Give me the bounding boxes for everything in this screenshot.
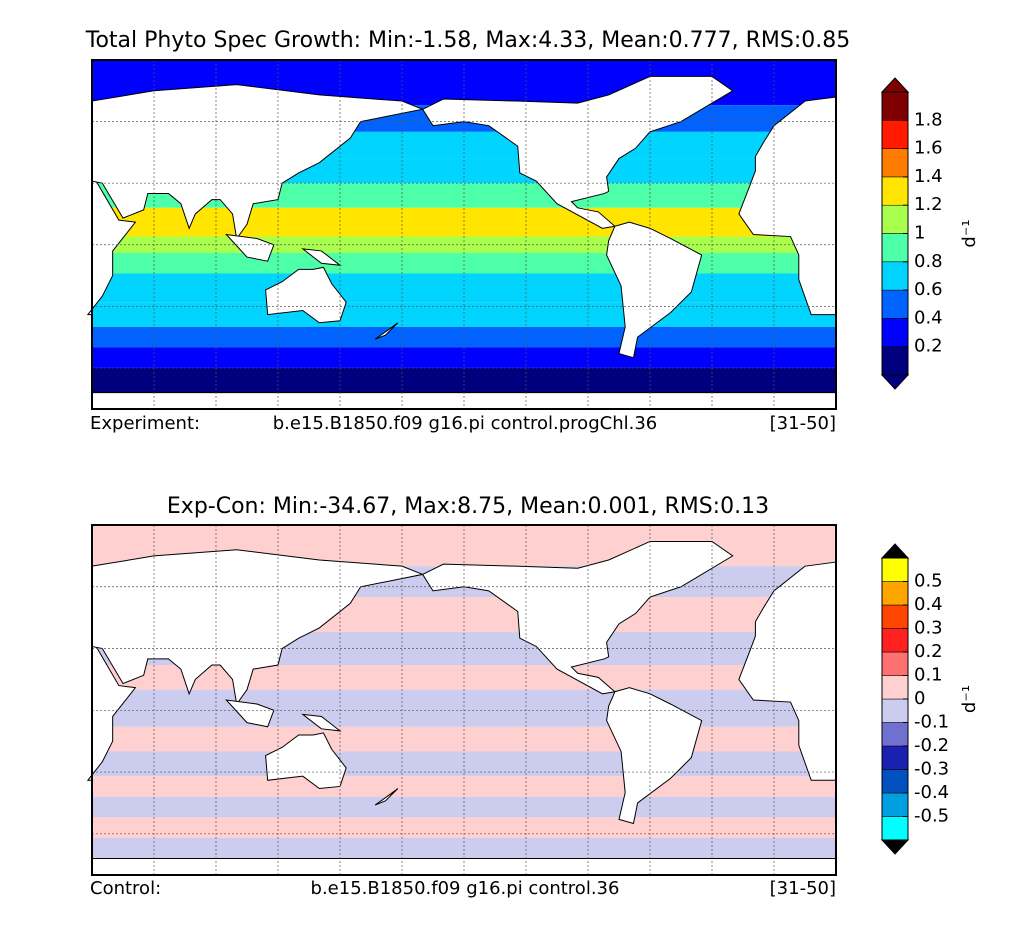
colorbar-segment [881,91,909,121]
colorbar-segment [881,722,909,747]
land [86,645,137,781]
colorbar-segment [881,120,909,149]
colorbar-tick-label: 0 [914,688,925,709]
land [606,687,703,825]
land [738,561,837,781]
colorbar-tick-label: 0.4 [914,307,943,328]
map [86,59,837,410]
colorbar-segment [881,769,909,794]
colorbar-segment [881,581,909,606]
colorbar-segment [881,233,909,263]
colorbar-segment [881,346,909,376]
colorbar-tick-label: -0.5 [914,806,949,827]
colorbar-tick-label: -0.3 [914,759,949,780]
land [225,233,275,262]
colorbar-segment [881,675,909,700]
land [421,75,734,229]
land [225,699,275,728]
colorbar-segment [881,148,909,178]
footer-center: b.e15.B1850.f09 g16.pi control.progChl.3… [273,413,657,434]
colorbar-extend-min [880,839,910,855]
ocean-region [92,689,836,727]
colorbar-tick-label: 0.6 [914,279,943,300]
colorbar-segment [881,557,909,582]
land [738,96,837,316]
colorbar-segment [881,604,909,629]
colorbar-tick-label: 0.8 [914,251,943,272]
colorbar-tick-label: -0.2 [914,735,949,756]
colorbar-tick-label: 0.1 [914,665,943,686]
colorbar-label: d⁻¹ [959,685,980,713]
colorbar-tick-label: -0.1 [914,712,949,733]
colorbar-tick-label: 0.2 [914,336,943,357]
colorbar-extend-min [880,374,910,390]
colorbar-tick-label: 0.3 [914,618,943,639]
colorbar-tick-label: 0.5 [914,571,943,592]
land [421,540,734,695]
panel-title: Total Phyto Spec Growth: Min:-1.58, Max:… [85,28,850,53]
land [91,549,425,706]
map-frame [91,524,837,876]
colorbar-extend-max [880,543,910,559]
land [86,180,137,316]
colorbar-segment [881,318,909,347]
colorbar-segment [881,792,909,817]
map-frame [91,59,837,410]
colorbar-tick-label: 1.6 [914,138,943,159]
colorbar-segment [881,204,909,234]
colorbar-segment [881,261,909,291]
colorbar-segment [881,289,909,319]
colorbar-tick-label: 0.2 [914,641,943,662]
panel-title: Exp-Con: Min:-34.67, Max:8.75, Mean:0.00… [167,494,769,519]
ocean-region [92,751,836,777]
colorbar-tick-label: 1.4 [914,166,943,187]
colorbar-segment [881,698,909,723]
map [86,524,837,876]
land [265,732,347,790]
colorbar-extend-max [880,77,910,93]
colorbar-segment [881,176,909,206]
land [91,84,425,240]
colorbar-tick-label: 1.8 [914,109,943,130]
land [265,266,347,324]
colorbar-segment [881,816,909,841]
footer-left: Experiment: [90,413,200,434]
footer-left: Control: [90,878,161,899]
colorbar-tick-label: 1.2 [914,194,943,215]
colorbar-segment [881,651,909,676]
colorbar-segment [881,745,909,770]
footer-right: [31-50] [770,413,836,434]
colorbar-tick-label: -0.4 [914,782,949,803]
colorbar-tick-label: 0.4 [914,594,943,615]
land [374,788,399,806]
land [606,221,703,359]
colorbar-tick-label: 1 [914,223,925,244]
footer-right: [31-50] [770,878,836,899]
land [374,322,399,340]
colorbar-label: d⁻¹ [959,219,980,247]
colorbar-segment [881,628,909,653]
footer-center: b.e15.B1850.f09 g16.pi control.36 [311,878,620,899]
